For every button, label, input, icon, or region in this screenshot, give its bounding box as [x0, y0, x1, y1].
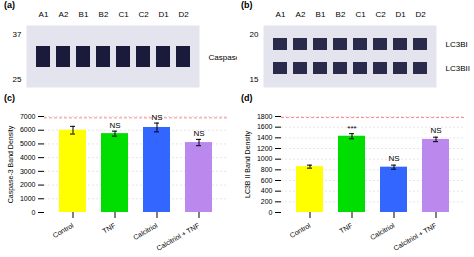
svg-text:3000: 3000 [20, 168, 36, 175]
svg-text:B1: B1 [316, 11, 326, 19]
svg-text:NS: NS [193, 129, 204, 138]
svg-text:C1: C1 [118, 11, 129, 19]
svg-text:TNF: TNF [338, 222, 353, 235]
svg-text:15: 15 [250, 75, 259, 84]
svg-text:1000: 1000 [20, 195, 36, 202]
svg-text:20: 20 [250, 30, 259, 39]
svg-text:B1: B1 [79, 11, 89, 19]
svg-text:NS: NS [388, 154, 399, 163]
svg-text:A2: A2 [59, 11, 69, 19]
svg-text:LC3BI: LC3BI [446, 40, 468, 49]
svg-text:NS: NS [151, 113, 162, 122]
svg-text:25: 25 [13, 75, 22, 84]
svg-text:2000: 2000 [20, 181, 36, 188]
html-text:(d): (d) [241, 93, 253, 103]
svg-text:C2: C2 [375, 11, 386, 19]
svg-text:C1: C1 [355, 11, 366, 19]
svg-text:LC3BII: LC3BII [446, 64, 470, 73]
svg-text:NS: NS [430, 126, 441, 135]
svg-text:A2: A2 [296, 11, 306, 19]
svg-text:B2: B2 [336, 11, 346, 19]
svg-text:Calcitriol: Calcitriol [369, 221, 396, 241]
svg-text:4000: 4000 [20, 154, 36, 161]
svg-text:200: 200 [261, 198, 273, 205]
svg-text:1000: 1000 [257, 155, 273, 162]
svg-text:Calcitriol: Calcitriol [132, 221, 159, 241]
html-text:(a): (a) [4, 0, 15, 10]
svg-text:7000: 7000 [20, 113, 36, 120]
svg-text:Caspase-3 Band Density: Caspase-3 Band Density [7, 125, 15, 203]
svg-text:37: 37 [13, 30, 22, 39]
svg-text:6000: 6000 [20, 126, 36, 133]
svg-text:NS: NS [109, 121, 120, 130]
svg-text:***: *** [347, 124, 356, 133]
svg-text:Calcitriol + TNF: Calcitriol + TNF [155, 222, 200, 252]
svg-text:A1: A1 [276, 11, 286, 19]
svg-text:1200: 1200 [257, 145, 273, 152]
html-text:(c): (c) [4, 93, 15, 103]
svg-text:Caspase3: Caspase3 [209, 53, 238, 62]
svg-text:B2: B2 [99, 11, 109, 19]
svg-text:600: 600 [261, 177, 273, 184]
svg-text:800: 800 [261, 166, 273, 173]
svg-text:1800: 1800 [257, 113, 273, 120]
svg-text:Control: Control [52, 221, 75, 239]
svg-text:1600: 1600 [257, 123, 273, 130]
svg-text:400: 400 [261, 187, 273, 194]
svg-text:D2: D2 [415, 11, 426, 19]
svg-text:D1: D1 [158, 11, 169, 19]
svg-text:D2: D2 [178, 11, 189, 19]
svg-text:LC3B II Band Density: LC3B II Band Density [244, 131, 252, 198]
svg-text:Calcitriol + TNF: Calcitriol + TNF [392, 222, 437, 252]
svg-text:0: 0 [32, 209, 36, 216]
svg-text:Control: Control [289, 221, 312, 239]
svg-text:C2: C2 [138, 11, 149, 19]
svg-text:D1: D1 [395, 11, 406, 19]
html-text:(b): (b) [241, 0, 253, 10]
svg-text:5000: 5000 [20, 140, 36, 147]
svg-text:TNF: TNF [101, 222, 116, 235]
svg-text:1400: 1400 [257, 134, 273, 141]
svg-text:0: 0 [269, 209, 273, 216]
svg-text:A1: A1 [39, 11, 49, 19]
